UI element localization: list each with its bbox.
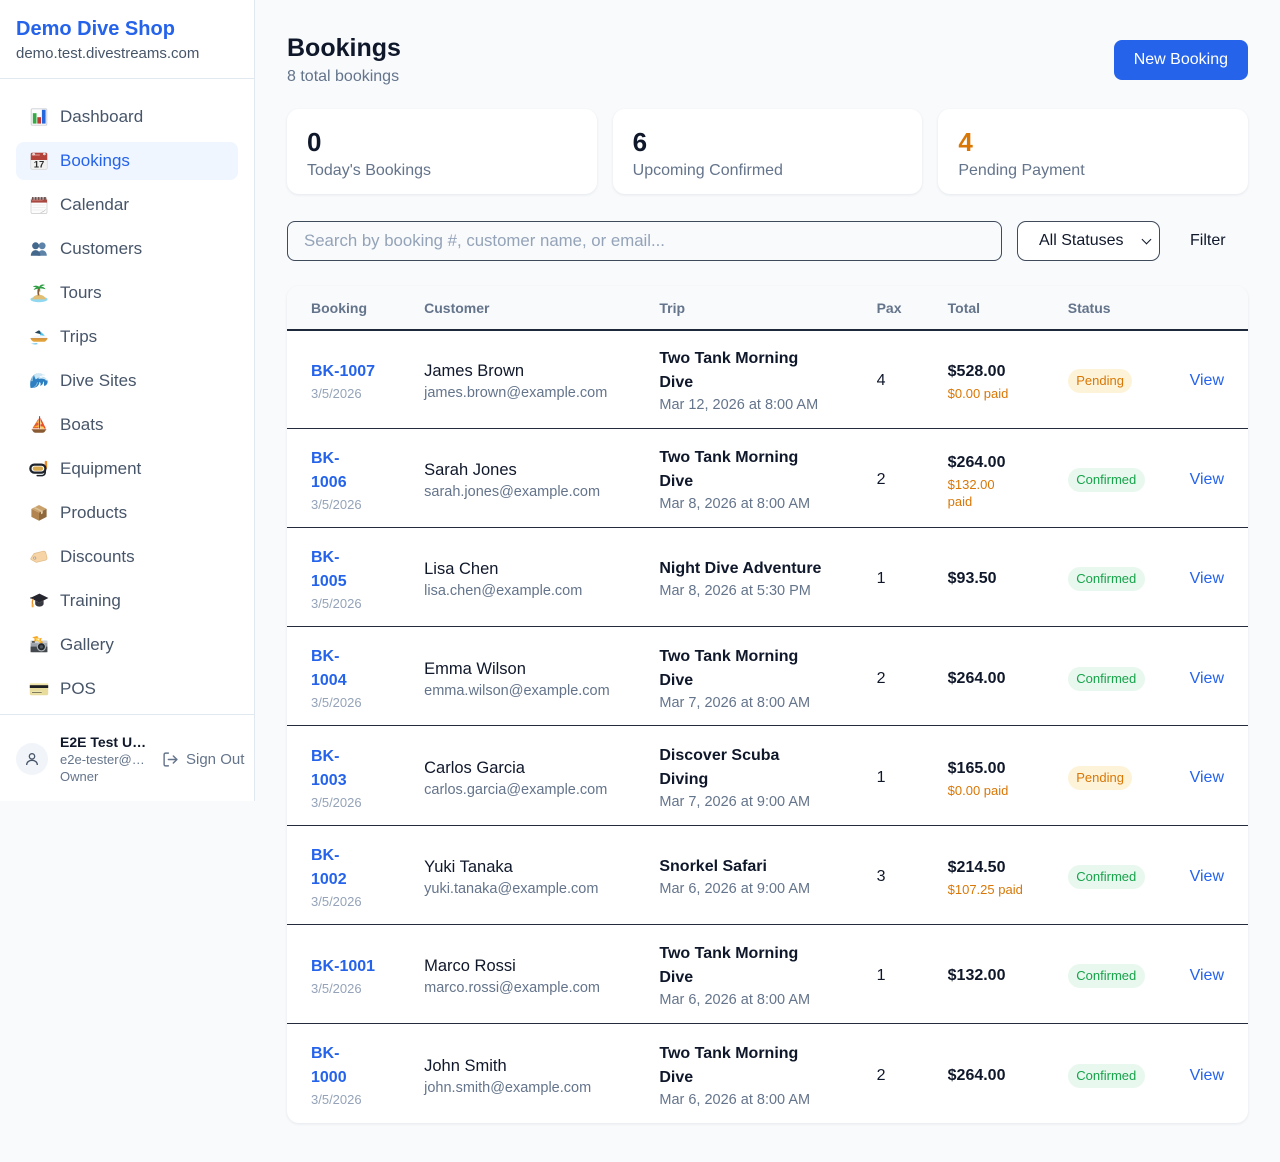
svg-text:17: 17 (34, 160, 45, 171)
